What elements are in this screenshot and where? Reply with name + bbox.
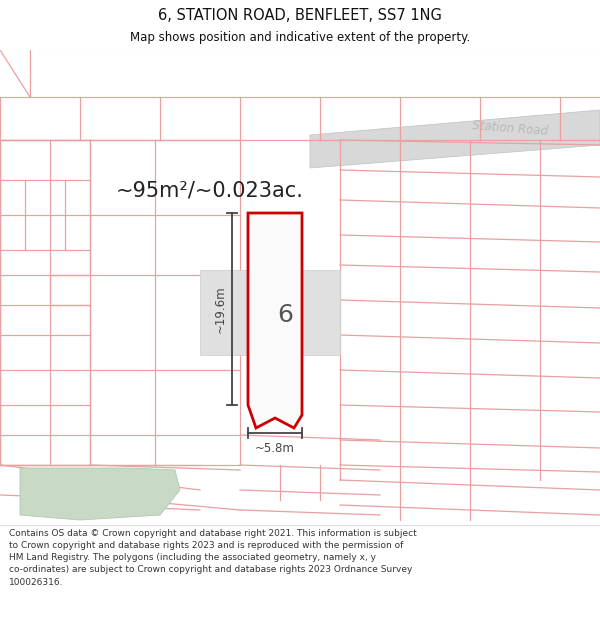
Text: Contains OS data © Crown copyright and database right 2021. This information is : Contains OS data © Crown copyright and d…: [9, 529, 417, 587]
Text: Map shows position and indicative extent of the property.: Map shows position and indicative extent…: [130, 31, 470, 44]
Text: ~95m²/~0.023ac.: ~95m²/~0.023ac.: [116, 180, 304, 200]
Text: Station Road: Station Road: [472, 119, 548, 138]
Text: ~19.6m: ~19.6m: [214, 285, 227, 332]
Polygon shape: [248, 213, 302, 428]
Polygon shape: [20, 468, 180, 520]
Text: 6: 6: [277, 303, 293, 327]
Text: 6, STATION ROAD, BENFLEET, SS7 1NG: 6, STATION ROAD, BENFLEET, SS7 1NG: [158, 8, 442, 22]
Text: ~5.8m: ~5.8m: [255, 442, 295, 456]
Polygon shape: [200, 270, 340, 355]
Polygon shape: [310, 110, 600, 168]
